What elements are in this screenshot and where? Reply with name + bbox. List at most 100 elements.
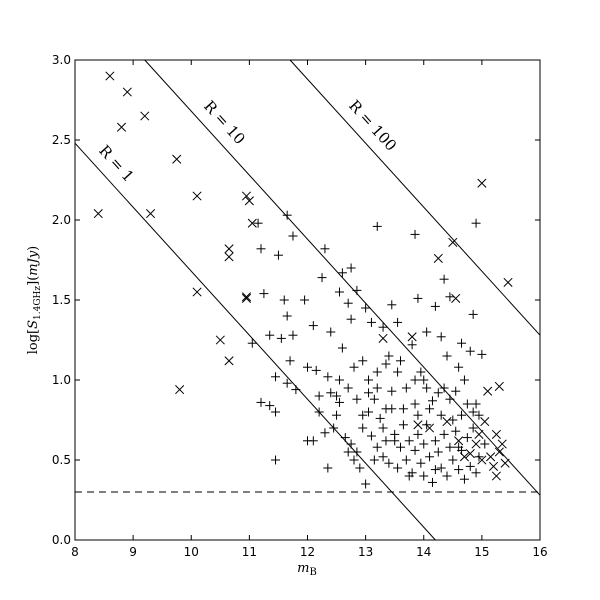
plus-marker — [471, 218, 481, 228]
plus-marker — [256, 397, 266, 407]
plus-marker — [410, 399, 420, 409]
plus-marker — [320, 244, 330, 254]
plus-marker — [282, 210, 292, 220]
x-marker — [483, 386, 493, 396]
plus-marker — [419, 439, 429, 449]
x-stroke — [378, 333, 388, 343]
x-stroke — [471, 439, 481, 449]
x-marker — [247, 218, 257, 228]
plus-marker — [285, 356, 295, 366]
reference-line — [74, 142, 436, 541]
x-stroke — [244, 196, 254, 206]
x-marker — [215, 335, 225, 345]
x-stroke — [224, 244, 234, 254]
plus-marker — [459, 474, 469, 484]
plus-marker — [468, 309, 478, 319]
x-marker — [241, 191, 252, 201]
x-stroke — [442, 417, 452, 427]
plus-marker — [329, 423, 339, 433]
plus-marker — [436, 463, 446, 473]
plus-marker — [378, 452, 388, 462]
x-stroke — [486, 452, 496, 462]
plus-marker — [436, 410, 446, 420]
x-tick-label: 9 — [129, 545, 137, 559]
x-stroke — [241, 292, 252, 302]
plus-marker — [398, 420, 408, 430]
x-stroke — [425, 423, 435, 433]
x-marker — [140, 111, 150, 121]
plus-marker — [471, 468, 481, 478]
x-tick-label: 10 — [184, 545, 199, 559]
plus-marker — [425, 452, 435, 462]
plus-marker — [314, 391, 324, 401]
plus-marker — [413, 429, 423, 439]
plus-marker — [369, 455, 379, 465]
plus-marker — [448, 415, 458, 425]
plus-marker — [425, 404, 435, 414]
x-marker — [488, 461, 499, 471]
plus-marker — [401, 383, 411, 393]
x-marker — [491, 429, 501, 439]
x-marker — [497, 439, 507, 449]
plus-marker — [372, 383, 382, 393]
plus-marker — [436, 332, 446, 342]
plus-marker — [375, 413, 385, 423]
x-stroke — [477, 178, 487, 188]
x-stroke — [454, 436, 464, 446]
plus-marker — [291, 385, 301, 395]
plus-marker — [271, 455, 281, 465]
plus-marker — [364, 407, 374, 417]
plus-marker — [433, 447, 443, 457]
x-stroke — [146, 209, 156, 219]
x-stroke — [500, 458, 510, 468]
y-tick-label: 1.0 — [52, 373, 71, 387]
plus-marker — [419, 375, 429, 385]
plus-marker — [308, 321, 318, 331]
x-stroke — [497, 439, 507, 449]
plus-marker — [323, 372, 333, 382]
plus-marker — [474, 452, 484, 462]
plus-marker — [413, 293, 423, 303]
plus-marker — [410, 375, 420, 385]
x-stroke — [413, 420, 423, 430]
plus-marker — [393, 317, 403, 327]
plus-marker — [372, 442, 382, 452]
x-stroke — [247, 218, 257, 228]
plus-marker — [358, 356, 368, 366]
plus-marker — [369, 394, 379, 404]
plus-marker — [273, 250, 283, 260]
data-points — [93, 71, 513, 489]
plus-marker — [349, 362, 359, 372]
x-marker — [442, 417, 452, 427]
x-stroke — [494, 381, 504, 391]
plus-marker — [334, 375, 344, 385]
plus-marker — [361, 303, 371, 313]
plus-marker — [326, 388, 336, 398]
plus-marker — [381, 359, 391, 369]
plus-marker — [372, 367, 382, 377]
plus-marker — [465, 346, 475, 356]
x-marker — [224, 356, 234, 366]
plus-marker — [332, 410, 342, 420]
plus-marker — [419, 471, 429, 481]
plus-marker — [445, 292, 455, 302]
x-marker — [465, 449, 475, 459]
plus-marker — [343, 447, 353, 457]
plus-marker — [468, 423, 478, 433]
plus-marker — [247, 338, 257, 348]
x-marker — [192, 191, 202, 201]
plus-marker — [433, 388, 443, 398]
plus-marker — [253, 218, 263, 228]
plus-marker — [317, 273, 327, 283]
plus-marker — [427, 477, 437, 487]
plus-marker — [445, 394, 455, 404]
plus-marker — [387, 386, 397, 396]
x-marker — [241, 293, 252, 303]
plus-marker — [442, 471, 452, 481]
plus-marker — [271, 372, 281, 382]
x-marker — [494, 381, 504, 391]
x-marker — [451, 293, 461, 303]
x-stroke — [105, 71, 115, 81]
plus-marker — [265, 330, 275, 340]
